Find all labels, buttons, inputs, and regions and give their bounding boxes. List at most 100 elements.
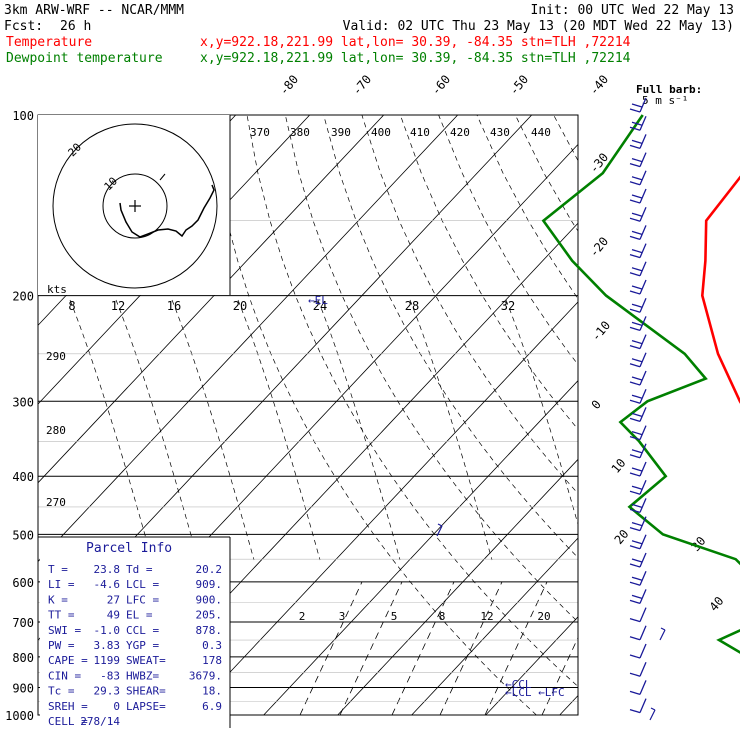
mixing-ratio-label-5: 5 xyxy=(391,610,398,623)
isotherm-line xyxy=(559,694,578,715)
wind-barb-flag xyxy=(631,576,643,581)
wind-barb xyxy=(629,680,647,696)
wind-barb-staff xyxy=(639,570,647,586)
hodo-speed-label-8: 8 xyxy=(68,299,75,313)
wind-barb-flag xyxy=(629,344,641,350)
wind-barb-flag xyxy=(629,472,641,477)
temperature-tick--70: -70 xyxy=(350,72,375,98)
wind-barb-flag xyxy=(629,217,641,222)
wind-barb-staff xyxy=(639,661,647,677)
hodo-speed-arc xyxy=(317,299,401,561)
wind-barb-staff xyxy=(639,388,647,404)
wind-barb-flag xyxy=(629,381,641,386)
wind-barb xyxy=(629,443,647,459)
parcel-info-cell-5-0: PW = xyxy=(48,639,75,652)
wind-barb-flag xyxy=(629,672,641,677)
temperature-tick--80: -80 xyxy=(277,72,302,98)
wind-barb-flag xyxy=(631,376,643,381)
wind-barb-staff xyxy=(639,370,647,386)
hodo-speed-arc xyxy=(171,299,255,561)
pressure-label-100: 100 xyxy=(12,109,34,123)
wind-barb-flag xyxy=(631,157,643,163)
pressure-label-200: 200 xyxy=(12,290,34,304)
wind-barb-staff xyxy=(639,261,647,277)
wind-barb-staff xyxy=(639,643,647,659)
parcel-info-cell-8-3: 18. xyxy=(202,685,222,698)
wind-barb-staff xyxy=(639,279,647,295)
temperature-tick-20: 20 xyxy=(612,527,632,547)
wind-barb xyxy=(629,97,647,113)
wind-barb-flag xyxy=(650,707,656,711)
barb-note-title: Full barb: xyxy=(636,83,702,96)
theta-label-290: 290 xyxy=(46,350,66,363)
wind-barb-flag xyxy=(631,267,643,272)
isotherm-line xyxy=(337,458,578,715)
parcel-info-cell-4-2: CCL = xyxy=(126,624,159,637)
mixing-ratio-line xyxy=(339,581,403,715)
wind-barb xyxy=(629,388,647,404)
legend-dewpoint-info: x,y=922.18,221.99 lat,lon= 30.39, -84.35… xyxy=(200,51,631,66)
plot-border xyxy=(37,114,579,716)
parcel-info-cell-5-3: 0.3 xyxy=(202,639,222,652)
wind-barb-flag xyxy=(631,230,643,236)
temperature-tick--10: -10 xyxy=(589,318,614,344)
theta-label-380: 380 xyxy=(290,126,310,139)
parcel-info-cell-2-0: K = xyxy=(48,593,68,606)
wind-barb-flag xyxy=(631,285,643,290)
wind-barb-staff xyxy=(639,407,647,422)
wind-barb-flag xyxy=(629,399,641,404)
legend-dewpoint: Dewpoint temperature xyxy=(6,51,163,66)
isotherm-line xyxy=(708,115,740,715)
wind-barb xyxy=(629,261,647,277)
hodograph-ring-20 xyxy=(52,123,218,289)
isotherm-line xyxy=(411,537,578,715)
legend-temperature-info: x,y=922.18,221.99 lat,lon= 30.39, -84.35… xyxy=(200,35,631,50)
wind-barb xyxy=(629,170,647,186)
isotherm-line xyxy=(263,380,578,715)
mixing-ratio-label-2: 2 xyxy=(299,610,306,623)
parcel-info-cell-3-0: TT = xyxy=(48,609,75,622)
wind-barb-staff xyxy=(639,97,647,113)
temperature-tick--40: -40 xyxy=(587,72,612,98)
hodograph-ring-10 xyxy=(102,173,168,239)
dry-adiabat xyxy=(361,115,578,495)
wind-barb-staff xyxy=(639,589,647,604)
model-title: 3km ARW-WRF -- NCAR/MMM xyxy=(4,3,184,18)
parcel-info-cell-1-0: LI = xyxy=(48,578,75,591)
wind-barb xyxy=(629,661,647,677)
pressure-label-400: 400 xyxy=(12,470,34,484)
wind-barb-flag xyxy=(631,521,643,527)
wind-barb-flag xyxy=(629,563,641,568)
wind-barb-flag xyxy=(631,449,643,454)
wind-barb-flag xyxy=(629,181,641,186)
wind-barb xyxy=(629,498,647,514)
wind-barb-staff xyxy=(639,188,647,204)
dry-adiabat xyxy=(630,115,740,715)
dry-adiabat xyxy=(323,115,578,559)
hodo-speed-label-24: 24 xyxy=(313,299,327,313)
wind-barb-flag xyxy=(629,290,641,295)
hodo-speed-label-32: 32 xyxy=(501,299,515,313)
wind-barb-flag xyxy=(629,435,641,441)
wind-barb-flag xyxy=(629,253,641,259)
wind-barb-flag xyxy=(629,599,641,605)
hodo-speed-arc xyxy=(115,299,199,561)
temperature-trace xyxy=(700,175,740,404)
wind-barb-staff xyxy=(639,607,647,622)
wind-barb-staff xyxy=(649,709,656,721)
wind-barb-staff xyxy=(639,498,647,513)
hodo-speed-arc xyxy=(409,299,493,561)
parcel-info-cell-7-3: 3679. xyxy=(189,669,222,682)
wind-barb-flag xyxy=(629,363,641,368)
parcel-info-cell-8-2: SHEAR= xyxy=(126,685,166,698)
wind-barb-flag xyxy=(629,690,641,696)
wind-barb xyxy=(629,115,647,131)
mixing-ratio-label-8: 8 xyxy=(439,610,446,623)
wind-barbs xyxy=(436,97,666,721)
wind-barb-staff xyxy=(639,352,647,368)
wind-barb-flag xyxy=(629,490,641,495)
wind-barb-flag xyxy=(631,558,643,563)
parcel-info-cell-5-2: YGP = xyxy=(126,639,159,652)
forecast-hours: 26 h xyxy=(60,19,91,34)
wind-barb-flag xyxy=(631,540,643,545)
